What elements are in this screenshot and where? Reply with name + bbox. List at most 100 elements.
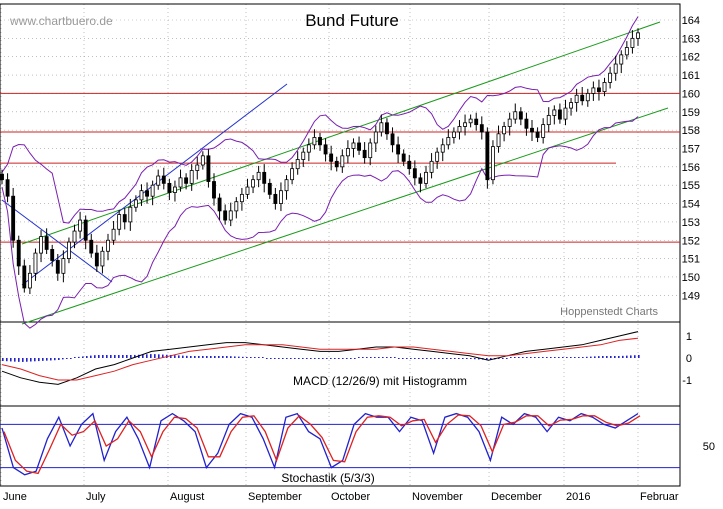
candle-body [630,37,635,48]
macd-histogram-bar [82,356,84,358]
macd-histogram-bar [426,358,428,359]
candle [552,105,557,125]
macd-histogram-bar [534,357,536,358]
macd-histogram-bar [326,358,328,359]
candle-body [557,109,562,120]
macd-histogram-bar [126,355,128,358]
candle [613,55,618,81]
candle-body [83,219,88,241]
candle-body [613,63,618,74]
macd-histogram-bar [502,358,504,359]
candle [89,233,94,258]
macd-histogram-bar [542,357,544,358]
macd-histogram-bar [378,357,380,358]
macd-histogram-bar [518,357,520,358]
candle-body [518,111,523,120]
candle-body [67,241,71,260]
candle [407,154,412,175]
candle-body [396,144,401,155]
macd-histogram-bar [458,358,460,359]
macd-histogram-bar [102,355,104,358]
macd-histogram-bar [550,357,552,358]
macd-histogram-bar [286,358,288,359]
macd-histogram-bar [278,358,280,359]
macd-histogram-bar [390,357,392,358]
macd-histogram-bar [290,358,292,359]
macd-histogram-bar [370,357,372,358]
candle [284,175,289,200]
macd-axis-ticks: 1 0 -1 [682,331,692,387]
macd-tick-label: 1 [686,331,692,343]
macd-histogram-bar [142,354,144,358]
watermark: www.chartbuero.de [9,14,113,28]
candle-body [435,151,440,162]
candle-body [279,190,283,204]
macd-histogram-bar [178,355,180,358]
candle [83,215,88,250]
macd-histogram-bar [130,355,132,358]
candle [0,169,4,185]
candle-body [602,82,607,92]
candle [206,149,211,188]
macd-histogram-bar [462,358,464,359]
macd-histogram-bar [302,358,304,359]
macd-label: MACD (12/26/9) mit Histogramm [293,374,467,388]
macd-histogram-bar [190,356,192,358]
macd-signal-line [1,337,639,381]
macd-histogram-bar [230,356,232,358]
candle [67,237,71,264]
macd-histogram-bar [394,357,396,358]
candle-body [245,186,250,195]
price-tick-label: 160 [682,88,700,100]
candle [340,149,345,173]
candle [195,156,200,180]
month-label: Februar [640,491,679,503]
month-label: June [3,491,27,503]
macd-histogram-bar [546,357,548,358]
candle [585,88,590,107]
candle [128,198,133,231]
macd-histogram-bar [418,358,420,359]
macd-histogram-bar [598,356,600,358]
candle-body [552,109,557,116]
macd-histogram-bar [94,355,96,358]
candle-body [373,131,378,144]
candle [217,193,222,220]
candle [133,195,138,212]
macd-histogram-bar [330,358,332,359]
candle [630,30,635,54]
candle-body [94,252,99,267]
candle-body [574,94,579,103]
price-tick-label: 163 [682,33,700,45]
macd-histogram-bar [34,358,36,362]
macd-histogram-bar [114,355,116,358]
candle [597,79,601,101]
macd-histogram-bar [574,357,576,358]
macd-histogram-bar [582,356,584,358]
candle-body [122,214,127,223]
candle [563,99,568,126]
candle [251,175,255,194]
candle-body [474,118,479,126]
candle-body [513,111,518,120]
candle-body [563,107,568,120]
candle-body [312,137,317,146]
candles [0,28,640,295]
macd-histogram-bar [510,357,512,358]
candle-body [234,201,239,212]
candle [368,138,373,166]
candle [541,118,546,144]
candle [485,127,490,189]
blue-downtrend-line [1,199,113,283]
candle [491,140,495,185]
candle-body [217,197,222,212]
macd-histogram-bar [30,358,32,362]
candle [574,88,579,112]
macd-histogram-bar [358,357,360,358]
price-tick-label: 153 [682,217,700,229]
month-label: November [412,491,463,503]
macd-histogram-bar [442,358,444,359]
candle [239,187,244,211]
macd-histogram-bar [406,358,408,359]
candle-body [306,144,311,153]
